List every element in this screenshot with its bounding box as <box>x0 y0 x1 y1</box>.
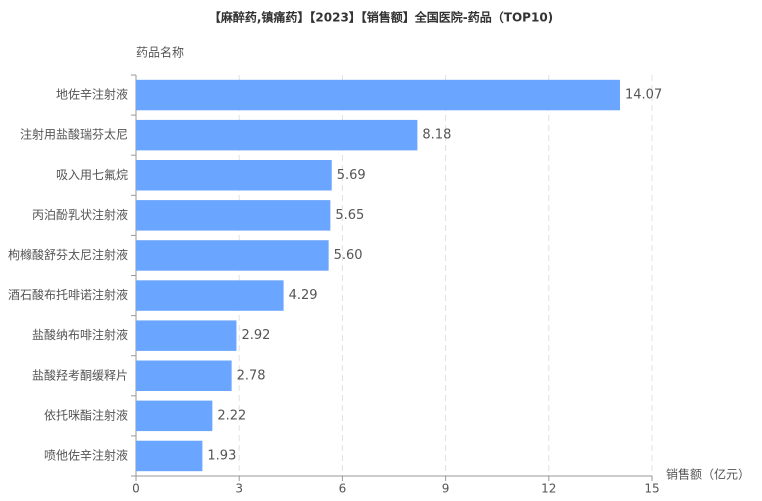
value-label: 2.78 <box>237 368 266 383</box>
bar <box>136 400 213 432</box>
y-tick-label: 枸橼酸舒芬太尼注射液 <box>8 247 128 262</box>
bar <box>136 119 418 151</box>
y-tick-label: 盐酸纳布啡注射液 <box>32 327 128 342</box>
y-tick-label: 盐酸羟考酮缓释片 <box>32 367 128 382</box>
x-tick-label: 12 <box>541 482 556 496</box>
chart-title: 【麻醉药,镇痛药】【2023】【销售额】全国医院-药品（TOP10) <box>209 10 553 25</box>
bar <box>136 79 621 111</box>
y-axis-title: 药品名称 <box>136 45 184 60</box>
y-tick-label: 注射用盐酸瑞芬太尼 <box>20 127 128 142</box>
value-label: 2.22 <box>217 408 246 423</box>
x-tick-label: 0 <box>132 482 140 496</box>
bar <box>136 280 284 311</box>
bar <box>136 160 332 191</box>
value-label: 8.18 <box>422 128 451 143</box>
y-tick-label: 吸入用七氟烷 <box>56 168 128 182</box>
y-tick-label: 地佐辛注射液 <box>56 87 128 102</box>
value-label: 2.92 <box>241 328 270 343</box>
value-label: 5.65 <box>335 208 364 223</box>
value-label: 14.07 <box>625 88 662 103</box>
x-tick-label: 6 <box>339 482 347 496</box>
bar <box>136 360 232 391</box>
value-label: 5.69 <box>337 168 366 183</box>
x-tick-label: 15 <box>644 482 659 496</box>
x-tick-label: 3 <box>235 482 243 496</box>
value-label: 4.29 <box>289 288 318 303</box>
bar <box>136 440 203 472</box>
value-label: 1.93 <box>207 448 236 463</box>
y-tick-label: 酒石酸布托啡诺注射液 <box>8 287 128 302</box>
value-label: 5.60 <box>334 248 363 263</box>
x-axis-title: 销售额（亿元） <box>666 467 750 482</box>
y-tick-label: 依托咪酯注射液 <box>44 407 128 422</box>
bar <box>136 320 237 351</box>
y-tick-label: 丙泊酚乳状注射液 <box>32 207 128 222</box>
bar <box>136 240 329 271</box>
bar <box>136 200 331 231</box>
x-tick-label: 9 <box>442 482 450 496</box>
y-tick-label: 喷他佐辛注射液 <box>44 447 128 462</box>
